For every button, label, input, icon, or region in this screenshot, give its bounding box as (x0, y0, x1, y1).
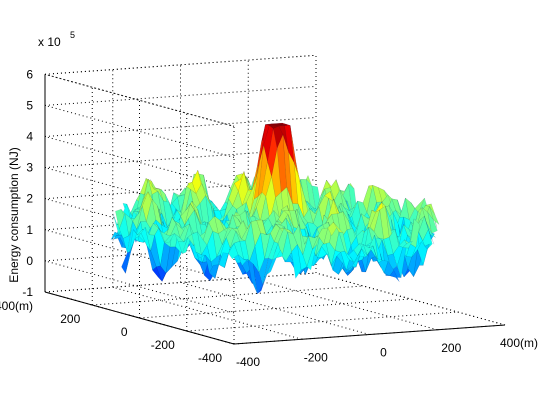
energy-surface (110, 122, 440, 295)
surface-cell (410, 218, 420, 248)
y-gridline (139, 298, 411, 319)
y-gridline (92, 285, 364, 306)
top-edge (44, 54, 317, 75)
x-axis-line (233, 324, 506, 345)
z-tick-label: 6 (26, 67, 33, 81)
z-tick-label: 1 (26, 223, 33, 237)
x-gridline (315, 272, 506, 326)
z-gridline (44, 229, 235, 283)
x-gridline (180, 282, 370, 335)
y-gridline (186, 311, 458, 332)
top-edge (44, 73, 235, 127)
z-multiplier-exponent: 5 (70, 30, 75, 40)
surface-cell (427, 212, 438, 234)
surface-cell (402, 240, 413, 249)
z-gridline (44, 136, 235, 189)
z-tick-label: 3 (26, 161, 33, 175)
x-tick-label: 200 (441, 341, 461, 355)
surface-cell (389, 270, 400, 282)
x-gridline (248, 277, 438, 331)
surface-cell (425, 203, 436, 216)
y-axis-line (44, 291, 235, 345)
y-tick-label: 0 (121, 325, 128, 339)
surface-cell (344, 182, 355, 192)
y-tick-label: -400 (198, 351, 222, 365)
x-tick-label: -400 (236, 355, 260, 369)
z-gridline (44, 85, 317, 106)
z-multiplier-label: x 10 (38, 35, 61, 49)
surface-cell (429, 206, 440, 225)
z-gridline (44, 73, 235, 127)
x-gridline (112, 286, 302, 340)
axes-box (44, 54, 506, 345)
y-tick-label: -200 (151, 338, 175, 352)
z-tick-label: 4 (26, 130, 33, 144)
z-axis-label: Energy consumption (NJ) (7, 147, 21, 282)
surface-cell (424, 216, 435, 245)
z-tick-label: 5 (26, 98, 33, 112)
z-gridline (44, 260, 235, 314)
surface-cell (417, 241, 428, 266)
surface-cell (414, 197, 425, 214)
y-tick-label: 200 (60, 312, 80, 326)
z-tick-label: -1 (22, 285, 33, 299)
z-gridline (44, 104, 235, 158)
floor-right-edge (315, 272, 506, 326)
surface-cell (422, 229, 433, 251)
x-tick-label: 400(m) (500, 336, 538, 350)
z-tick-label: 2 (26, 192, 33, 206)
y-tick-label: 400(m) (0, 299, 33, 313)
x-tick-label: 0 (380, 346, 387, 360)
tick-labels: -1 0 1 2 3 4 5 6 -400 -200 0 200 400(m) -400 -200 0 200 4… (0, 67, 538, 369)
x-tick-label: -200 (304, 350, 328, 364)
z-tick-label: 0 (26, 254, 33, 268)
